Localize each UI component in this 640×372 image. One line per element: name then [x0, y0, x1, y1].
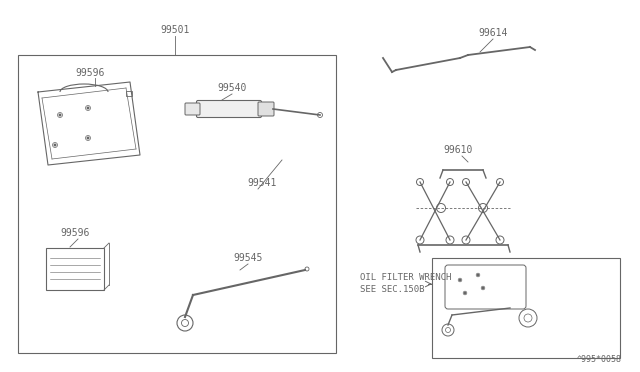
- Text: 99545: 99545: [234, 253, 262, 263]
- Circle shape: [60, 114, 61, 116]
- Circle shape: [460, 279, 461, 280]
- Circle shape: [54, 144, 56, 146]
- FancyBboxPatch shape: [185, 103, 200, 115]
- Text: SEE SEC.150B: SEE SEC.150B: [360, 285, 424, 295]
- Circle shape: [462, 236, 470, 244]
- Bar: [432, 258, 620, 358]
- Circle shape: [87, 137, 89, 139]
- FancyBboxPatch shape: [196, 100, 262, 118]
- Circle shape: [417, 179, 424, 186]
- Text: OIL FILTER WRENCH: OIL FILTER WRENCH: [360, 273, 451, 282]
- Text: 99540: 99540: [218, 83, 246, 93]
- Bar: [18, 55, 336, 353]
- Circle shape: [497, 179, 504, 186]
- Text: 99541: 99541: [247, 178, 276, 188]
- Circle shape: [483, 288, 484, 289]
- Bar: [46, 248, 104, 290]
- Circle shape: [479, 203, 488, 212]
- Circle shape: [446, 236, 454, 244]
- Circle shape: [436, 203, 445, 212]
- Circle shape: [447, 179, 454, 186]
- Circle shape: [477, 275, 479, 276]
- Text: 99501: 99501: [160, 25, 189, 35]
- Circle shape: [496, 236, 504, 244]
- Text: 99596: 99596: [76, 68, 105, 78]
- Text: ^995*0058: ^995*0058: [577, 356, 622, 365]
- Text: 99614: 99614: [478, 28, 508, 38]
- Text: 99610: 99610: [444, 145, 473, 155]
- Circle shape: [87, 107, 89, 109]
- FancyBboxPatch shape: [258, 102, 274, 116]
- Text: 99596: 99596: [60, 228, 90, 238]
- Circle shape: [463, 179, 470, 186]
- Bar: [126, 91, 132, 96]
- Circle shape: [416, 236, 424, 244]
